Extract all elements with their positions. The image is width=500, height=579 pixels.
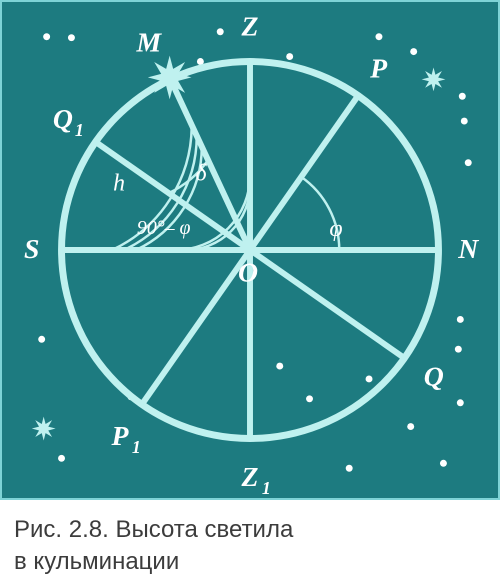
- label-S: S: [24, 234, 39, 265]
- label-Z1: Z: [241, 462, 259, 493]
- figure-caption: Рис. 2.8. Высота светила в кульминации: [14, 514, 486, 579]
- label-P: P: [369, 54, 388, 85]
- label-N: N: [457, 234, 479, 265]
- label-Z: Z: [241, 12, 259, 43]
- diagram-svg: ZZ1NSPP1QQ1MOhδ90°– φφ: [2, 2, 498, 498]
- caption-line2: в кульминации: [14, 548, 179, 575]
- label-h: h: [113, 170, 125, 196]
- celestial-sphere-figure: ZZ1NSPP1QQ1MOhδ90°– φφ: [0, 0, 500, 500]
- label-phi: φ: [329, 216, 342, 242]
- label-Q1: Q: [53, 104, 73, 135]
- svg-text:1: 1: [75, 120, 84, 140]
- label-P1: P: [111, 421, 130, 452]
- label-O: O: [238, 258, 258, 289]
- label-Q: Q: [424, 362, 444, 393]
- svg-text:1: 1: [132, 437, 141, 457]
- caption-line1: Рис. 2.8. Высота светила: [14, 516, 293, 543]
- label-delta: δ: [195, 161, 207, 187]
- label-coalt: 90°– φ: [137, 217, 191, 239]
- svg-text:1: 1: [262, 478, 271, 498]
- label-M: M: [135, 28, 162, 59]
